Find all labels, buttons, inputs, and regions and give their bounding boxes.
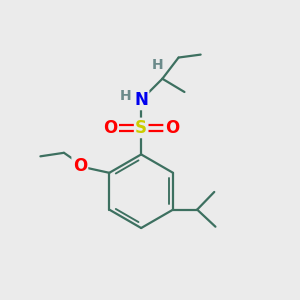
Text: S: S xyxy=(135,119,147,137)
Text: N: N xyxy=(134,91,148,109)
Text: O: O xyxy=(165,119,179,137)
Text: O: O xyxy=(103,119,118,137)
Text: H: H xyxy=(151,58,163,73)
Text: H: H xyxy=(120,89,132,103)
Text: O: O xyxy=(73,157,87,175)
